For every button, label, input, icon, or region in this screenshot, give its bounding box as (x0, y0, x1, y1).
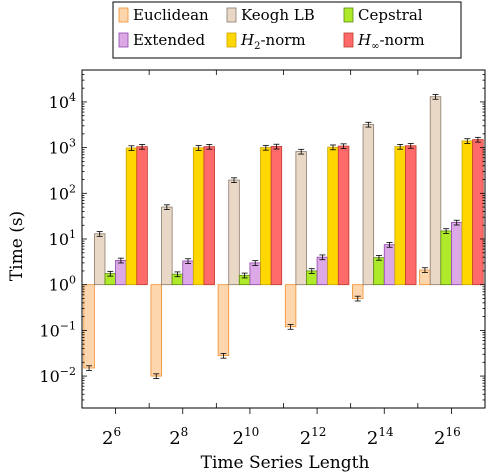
x-tick-label: 216 (434, 425, 461, 449)
bar-6-4 (337, 145, 350, 286)
y-tick-exp: 4 (69, 91, 76, 104)
legend: Euclidean Keogh LB Cepstral Extended H2-norm… (112, 1, 462, 59)
y-tick-base: 10 (39, 321, 59, 340)
y-tick-base: 10 (49, 93, 69, 112)
x-tick-exp: 16 (446, 425, 461, 439)
legend-label: H∞-norm (357, 31, 425, 52)
bar-2-5 (362, 124, 375, 286)
legend-box (112, 1, 462, 59)
bar-6-3 (270, 146, 283, 286)
y-axis-label: Time (s) (7, 211, 27, 281)
x-tick-exp: 14 (378, 425, 394, 439)
y-tick-exp: −2 (60, 365, 76, 378)
y-tick-label: 100 (49, 274, 76, 295)
bar-6-2 (203, 146, 215, 286)
bar-5-2 (192, 147, 205, 286)
bar-3-6 (440, 230, 452, 286)
bar-4-5 (383, 244, 396, 286)
y-tick-label: 104 (49, 91, 76, 112)
bar-4-6 (451, 222, 463, 286)
x-tick-label: 28 (169, 425, 188, 449)
x-tick-exp: 6 (113, 425, 121, 439)
y-tick-base: 10 (49, 276, 69, 295)
y-tick-label: 10−2 (39, 365, 76, 386)
bar-4-3 (249, 262, 261, 286)
bar-4-2 (182, 260, 194, 286)
legend-label: Keogh LB (241, 6, 315, 24)
bar-2-4 (295, 151, 307, 286)
y-tick-exp: 2 (69, 182, 76, 195)
bar-4-1 (115, 260, 127, 286)
bar-5-4 (327, 146, 339, 286)
legend-label: Extended (133, 31, 205, 49)
bar-2-1 (93, 233, 106, 286)
legend-label: Euclidean (133, 6, 209, 24)
x-tick-label: 212 (300, 425, 327, 449)
y-tick-label: 102 (49, 182, 76, 203)
x-tick-base: 2 (233, 428, 244, 449)
y-tick-base: 10 (49, 230, 69, 249)
bar-1-4 (284, 284, 297, 328)
y-tick-exp: −1 (60, 319, 76, 332)
bar-4-4 (316, 256, 329, 286)
x-tick-base: 2 (169, 428, 180, 449)
y-tick-base: 10 (49, 184, 69, 203)
legend-label: Cepstral (358, 6, 423, 24)
x-tick-exp: 10 (244, 425, 259, 439)
y-tick-label: 101 (49, 228, 76, 249)
y-tick-label: 103 (49, 137, 76, 158)
y-tick-label: 10−1 (39, 319, 76, 340)
bar-6-1 (136, 146, 148, 286)
bar-1-1 (83, 284, 95, 369)
x-tick-base: 2 (300, 428, 311, 449)
legend-swatch (118, 32, 129, 48)
bar-5-6 (461, 140, 474, 286)
bar-2-6 (429, 96, 442, 286)
x-axis-label: Time Series Length (201, 453, 370, 473)
legend-swatch (226, 7, 237, 23)
y-tick-base: 10 (39, 367, 59, 386)
legend-swatch (226, 32, 237, 48)
y-tick-exp: 3 (69, 137, 76, 150)
y-tick-exp: 0 (69, 274, 76, 287)
bar-6-6 (472, 139, 484, 286)
bar-2-3 (228, 179, 240, 286)
x-tick-label: 26 (102, 425, 121, 449)
x-tick-base: 2 (102, 428, 113, 449)
bar-5-3 (260, 147, 272, 286)
bar-3-5 (373, 257, 385, 286)
bar-5-1 (125, 147, 138, 286)
y-tick-base: 10 (49, 139, 69, 158)
bar-6-5 (405, 145, 417, 286)
bar-1-2 (150, 284, 162, 377)
legend-swatch (118, 7, 129, 23)
bar-1-3 (217, 284, 230, 357)
x-tick-base: 2 (434, 428, 445, 449)
bar-5-5 (394, 146, 406, 286)
x-tick-exp: 12 (311, 425, 326, 439)
bar-2-2 (161, 206, 173, 286)
bars-group (83, 94, 484, 380)
legend-label: H2-norm (240, 31, 306, 52)
legend-swatch (343, 7, 354, 23)
x-tick-base: 2 (367, 428, 378, 449)
x-tick-label: 214 (367, 425, 394, 449)
y-tick-exp: 1 (69, 228, 76, 241)
x-tick-label: 210 (233, 425, 260, 449)
x-tick-exp: 8 (181, 425, 189, 439)
legend-swatch (343, 32, 354, 48)
